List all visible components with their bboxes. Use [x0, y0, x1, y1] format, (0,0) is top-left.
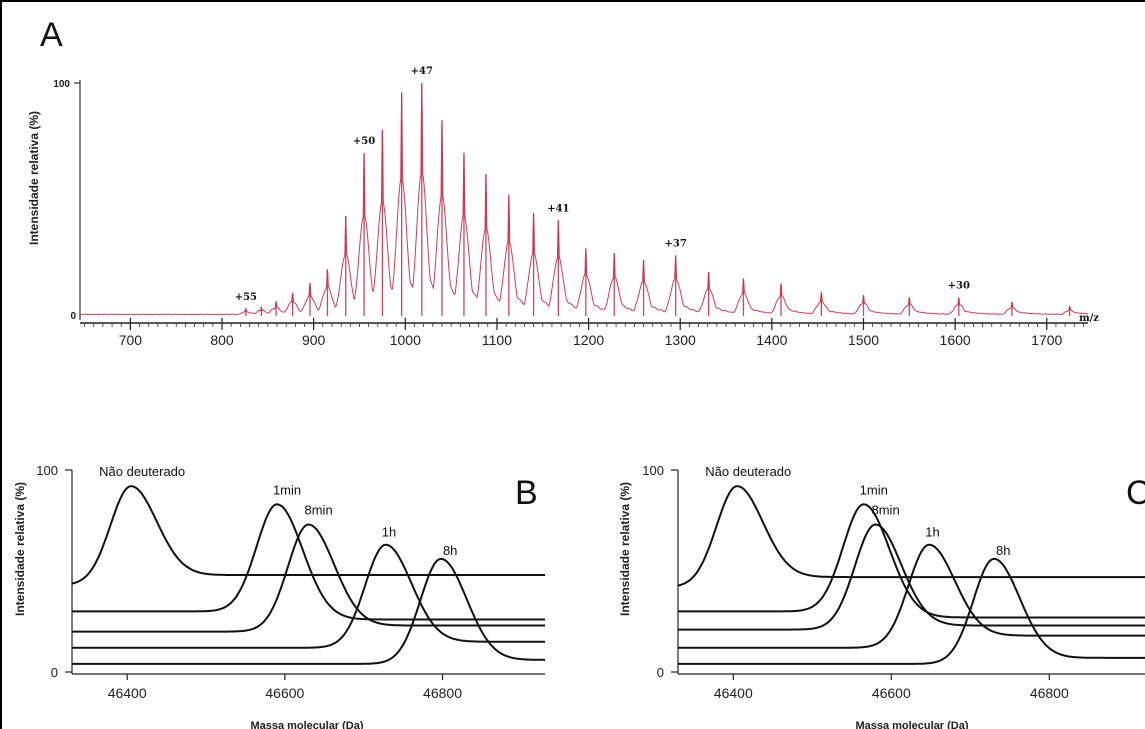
panel-c-curve	[677, 485, 1145, 587]
panel-b-curve-label: Não deuterado	[99, 464, 185, 479]
panel-a-x-ticks: 700 800 900 1000 1100 1200 1300 1400 1500 1600 170…	[119, 318, 1063, 348]
panel-a-charge-label: +37	[664, 238, 686, 249]
panel-a-x-tick-label: 1200	[573, 332, 604, 348]
panel-a-charge-label: +47	[411, 66, 433, 77]
panel-c-x-tick-label: 46600	[872, 685, 911, 701]
panel-b-letter: B	[515, 474, 538, 512]
panel-a-x-axis-title: m/z	[1079, 313, 1099, 324]
panel-a-charge-labels: +55 +50 +47 +41 +37 +30	[235, 66, 970, 303]
panel-b-y-tick-100: 100	[36, 463, 58, 478]
panel-a-charge-label: +55	[235, 292, 257, 303]
panel-c-curve	[678, 503, 1145, 619]
panel-a-spectrum-trace	[80, 83, 1088, 315]
panel-c-curve-label: Não deuterado	[705, 464, 791, 479]
panel-b-curve	[72, 503, 545, 621]
panel-a-x-tick-label: 1000	[390, 332, 421, 348]
panel-c-curves	[677, 485, 1145, 665]
panel-b-x-ticks: 46400 46600 46800	[108, 674, 462, 701]
panel-b-y-axis-title: Intensidade relativa (%)	[13, 482, 27, 616]
panel-c-x-ticks: 46400 46600 46800	[714, 674, 1069, 701]
panel-b-curve-label: 8h	[443, 543, 457, 558]
panel-a-x-tick-label: 900	[302, 332, 326, 348]
panel-a-charge-label: +50	[353, 136, 375, 147]
panel-b-curves	[71, 485, 545, 665]
panel-c-curve-label: 1min	[860, 482, 888, 497]
panel-a-letter: A	[40, 16, 63, 54]
panel-c-y-axis-title: Intensidade relativa (%)	[618, 482, 632, 616]
panel-a-x-tick-label: 1600	[940, 332, 971, 348]
panel-c-curve-labels: Não deuterado 1min 8min 1h 8h	[705, 464, 1010, 558]
panel-b-x-tick-label: 46600	[265, 685, 304, 701]
panel-c-x-tick-label: 46800	[1030, 685, 1069, 701]
panel-c-curve	[678, 543, 1145, 649]
panel-a-x-tick-label: 1700	[1031, 332, 1062, 348]
panel-a-y-tick-0: 0	[70, 311, 76, 322]
panel-c-curve-label: 8h	[996, 543, 1010, 558]
panel-b-y-tick-0: 0	[51, 665, 58, 680]
panel-c-x-axis-title: Massa molecular (Da)	[855, 720, 968, 729]
panel-a-y-axis-title: Intensidade relativa (%)	[27, 111, 41, 245]
panel-a-x-tick-label: 1500	[848, 332, 879, 348]
panel-b-curve	[72, 557, 545, 665]
panel-b-deconvolved: Intensidade relativa (%) 100 0 46400 4660…	[13, 463, 545, 729]
panel-a-x-tick-label: 1100	[482, 332, 512, 348]
panel-c-y-tick-0: 0	[657, 665, 664, 680]
panel-a-x-tick-label: 800	[210, 332, 234, 348]
panel-c-y-tick-100: 100	[642, 463, 664, 478]
panel-b-x-axis-title: Massa molecular (Da)	[250, 720, 363, 729]
panel-c-x-tick-label: 46400	[714, 685, 753, 701]
panel-c-curve-label: 1h	[925, 525, 939, 540]
panel-c-curve-label: 8min	[872, 503, 900, 518]
panel-c-curve	[678, 557, 1145, 665]
panel-b-curve	[72, 543, 545, 649]
panel-b-curve-label: 1h	[382, 525, 396, 540]
panel-c-curve	[678, 523, 1145, 631]
panel-b-x-tick-label: 46400	[108, 685, 147, 701]
panel-c-deconvolved: Intensidade relativa (%) 100 0 46400 4660…	[618, 463, 1145, 729]
panel-b-curve	[71, 485, 545, 585]
panel-a-charge-label: +41	[547, 203, 569, 214]
panel-b-curve	[72, 523, 545, 633]
panel-a-x-tick-label: 1400	[756, 332, 787, 348]
panel-a-spectrum: A Intensidade relativa (%) 100 0 m/z 700…	[27, 16, 1099, 348]
panel-b-curve-label: 1min	[273, 482, 301, 497]
panel-a-x-tick-label: 700	[119, 332, 143, 348]
panel-b-curve-labels: Não deuterado 1min 8min 1h 8h	[99, 464, 457, 558]
panel-a-peaks	[245, 83, 1071, 316]
panel-b-curve-label: 8min	[305, 503, 333, 518]
panel-a-y-tick-100: 100	[53, 79, 70, 90]
panel-b-x-tick-label: 46800	[423, 685, 462, 701]
panel-a-charge-label: +30	[948, 280, 970, 291]
panel-a-x-tick-label: 1300	[665, 332, 696, 348]
panel-c-letter: C	[1126, 474, 1145, 512]
